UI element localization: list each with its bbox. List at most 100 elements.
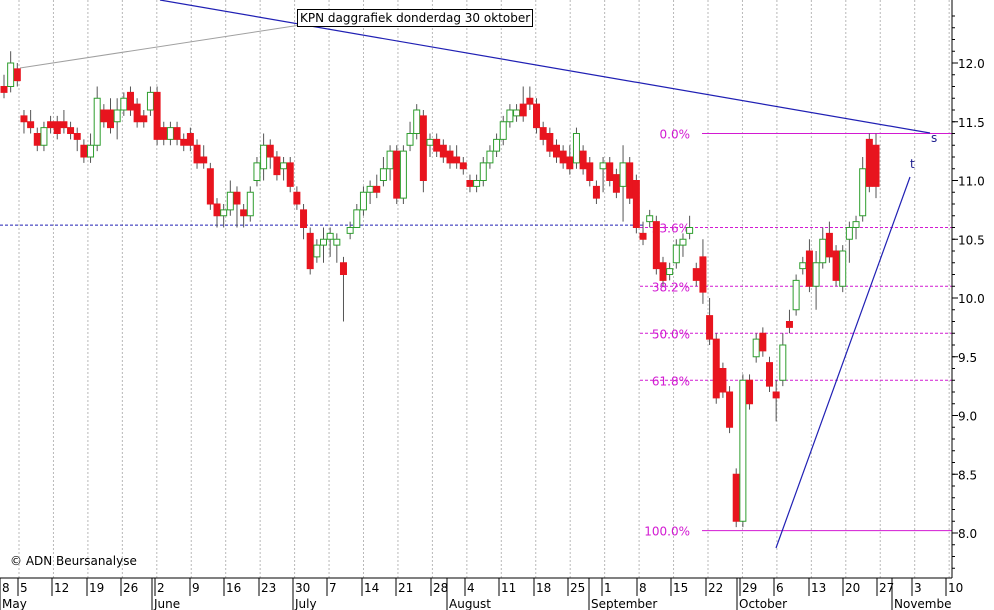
- x-month-label: Novembe: [894, 597, 952, 610]
- chart-title: KPN daggrafiek donderdag 30 oktober: [297, 9, 534, 27]
- y-tick-label: 8.5: [958, 468, 977, 482]
- candle-down: [373, 185, 381, 193]
- candle-down: [832, 250, 840, 281]
- candle-down: [273, 156, 281, 176]
- trendline-label-t: t: [910, 157, 915, 171]
- candle-up: [479, 162, 487, 181]
- candle-up: [819, 238, 827, 264]
- candle-up: [253, 162, 261, 181]
- x-month-label: May: [2, 597, 27, 610]
- candle-up: [87, 144, 95, 158]
- x-day-label: 29: [742, 581, 757, 595]
- candle-down: [765, 362, 773, 387]
- candle-up: [513, 109, 521, 117]
- candle-down: [13, 68, 21, 82]
- candle-down: [446, 150, 454, 164]
- y-tick-label: 11.5: [958, 116, 985, 130]
- candle-up: [146, 91, 154, 111]
- candle-up: [486, 150, 494, 164]
- candle-down: [632, 180, 640, 228]
- candle-up: [679, 238, 687, 246]
- candle-up: [792, 279, 800, 311]
- candle-down: [173, 127, 181, 140]
- candle-down: [592, 185, 600, 199]
- candle-down: [33, 133, 41, 146]
- x-day-label: 7: [329, 581, 337, 595]
- candle-down: [293, 191, 301, 205]
- candle-down: [759, 332, 767, 352]
- candle-down: [719, 368, 727, 393]
- x-day-label: 6: [776, 581, 784, 595]
- candle-down: [306, 232, 314, 270]
- candle-down: [180, 138, 188, 146]
- x-day-label: 20: [845, 581, 860, 595]
- candle-up: [779, 344, 787, 381]
- fib-level-label: 38.2%: [652, 280, 690, 294]
- candle-up: [333, 238, 341, 246]
- candle-up: [246, 191, 254, 217]
- candle-up: [386, 150, 394, 170]
- x-day-label: 3: [914, 581, 922, 595]
- candle-down: [586, 162, 594, 181]
- candle-up: [93, 97, 101, 146]
- candle-up: [220, 209, 228, 217]
- x-day-label: 8: [639, 581, 647, 595]
- x-day-label: 8: [2, 581, 10, 595]
- candle-up: [166, 127, 174, 140]
- candle-down: [533, 103, 541, 129]
- candle-down: [652, 221, 660, 270]
- x-day-label: 9: [192, 581, 200, 595]
- candle-down: [552, 144, 560, 158]
- x-month-label: June: [153, 597, 180, 610]
- candle-down: [746, 379, 754, 405]
- candle-up: [646, 215, 654, 223]
- candle-up: [499, 121, 507, 140]
- x-day-label: 25: [570, 581, 585, 595]
- x-day-label: 28: [433, 581, 448, 595]
- x-day-label: 16: [226, 581, 241, 595]
- y-tick-label: 9.5: [958, 351, 977, 365]
- candle-down: [612, 174, 620, 193]
- candle-down: [53, 121, 61, 134]
- y-tick-label: 12.0: [958, 57, 985, 71]
- candle-down: [393, 150, 401, 199]
- candle-down: [712, 338, 720, 399]
- candle-down: [439, 144, 447, 158]
- candle-down: [206, 168, 214, 205]
- candle-down: [300, 209, 308, 228]
- candle-down: [726, 391, 734, 428]
- candle-up: [812, 262, 820, 287]
- x-day-label: 4: [467, 581, 475, 595]
- candle-up: [406, 133, 414, 146]
- candle-down: [559, 150, 567, 164]
- candle-down: [466, 180, 474, 187]
- candle-up: [413, 109, 421, 134]
- candle-down: [200, 156, 208, 164]
- candle-down: [825, 232, 833, 258]
- candle-down: [785, 321, 793, 328]
- y-tick-label: 10.5: [958, 233, 985, 247]
- candle-up: [120, 97, 128, 111]
- fib-level-label: 0.0%: [660, 128, 691, 142]
- candle-up: [599, 162, 607, 170]
- candle-up: [313, 244, 321, 258]
- candle-down: [153, 91, 161, 140]
- x-day-label: 2: [157, 581, 165, 595]
- x-day-label: 30: [295, 581, 310, 595]
- candle-down: [805, 250, 813, 287]
- candle-up: [426, 138, 434, 146]
- candle-down: [872, 144, 880, 187]
- candle-up: [799, 262, 807, 270]
- candle-down: [639, 232, 647, 240]
- candle-down: [0, 86, 8, 93]
- x-month-label: September: [591, 597, 657, 610]
- x-day-label: 22: [708, 581, 723, 595]
- candle-down: [433, 138, 441, 152]
- x-day-label: 19: [89, 581, 104, 595]
- candle-up: [379, 168, 387, 181]
- candle-down: [626, 162, 634, 199]
- fib-level-label: 100.0%: [644, 525, 690, 539]
- candle-down: [539, 127, 547, 140]
- x-month-label: August: [449, 597, 491, 610]
